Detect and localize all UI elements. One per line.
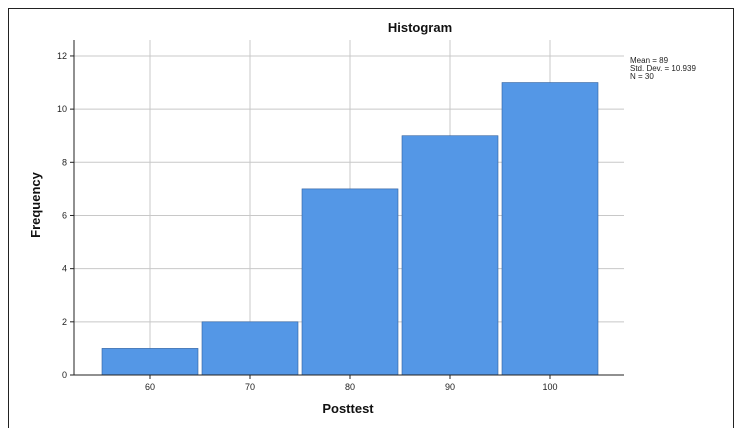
x-axis-ticks: 60 70 80 90 100 (145, 375, 558, 392)
x-tick-label: 70 (245, 382, 255, 392)
chart-title: Histogram (388, 20, 452, 35)
histogram-bar (401, 135, 499, 376)
x-tick-label: 100 (542, 382, 557, 392)
histogram-bar (501, 82, 599, 376)
x-tick-label: 90 (445, 382, 455, 392)
x-axis-label: Posttest (322, 401, 374, 416)
histogram-bar (101, 348, 199, 376)
x-tick-label: 60 (145, 382, 155, 392)
y-axis-ticks: 0 2 4 6 8 10 12 (57, 51, 74, 380)
x-tick-label: 80 (345, 382, 355, 392)
histogram-bar (301, 188, 399, 376)
y-tick-label: 6 (62, 210, 67, 220)
stat-mean: Mean = 89 (630, 56, 669, 65)
y-tick-label: 10 (57, 104, 67, 114)
chart-frame (8, 8, 734, 428)
stat-std-dev: Std. Dev. = 10.939 (630, 64, 696, 73)
histogram-bar (201, 321, 299, 376)
y-tick-label: 12 (57, 51, 67, 61)
axes (73, 40, 624, 376)
y-tick-label: 8 (62, 157, 67, 167)
y-tick-label: 2 (62, 317, 67, 327)
bars (101, 82, 599, 376)
y-tick-label: 0 (62, 370, 67, 380)
stat-n: N = 30 (630, 72, 654, 81)
y-tick-label: 4 (62, 264, 67, 274)
y-axis-label: Frequency (28, 171, 43, 238)
